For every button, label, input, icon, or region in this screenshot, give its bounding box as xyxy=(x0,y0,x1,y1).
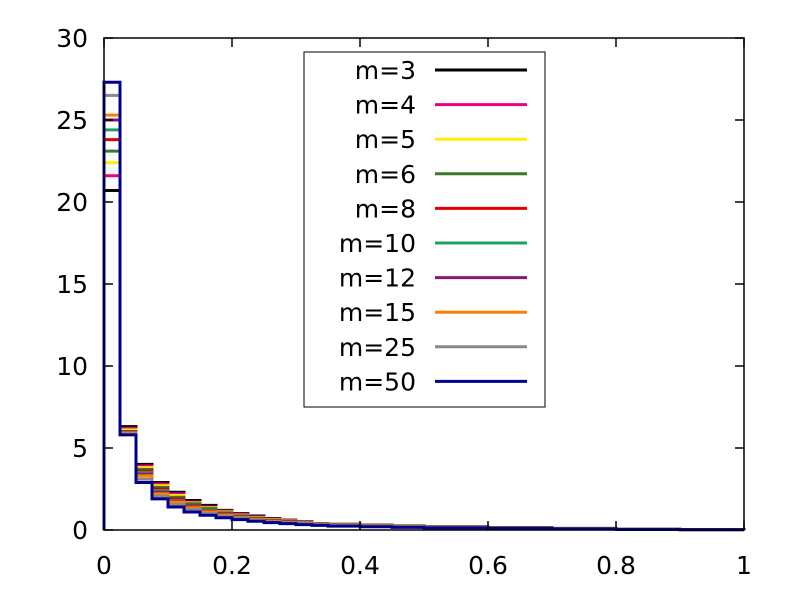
legend-label: m=25 xyxy=(339,333,416,362)
legend-label: m=4 xyxy=(355,91,416,120)
legend-label: m=12 xyxy=(339,264,416,293)
legend-label: m=50 xyxy=(339,367,416,396)
legend-item: m=3 xyxy=(355,56,527,85)
legend-item: m=50 xyxy=(339,367,527,396)
x-tick-label: 1 xyxy=(736,551,752,580)
y-tick-label: 15 xyxy=(56,270,88,299)
legend-item: m=10 xyxy=(339,229,527,258)
legend-label: m=8 xyxy=(355,194,416,223)
legend-item: m=6 xyxy=(355,160,527,189)
y-tick-label: 5 xyxy=(72,434,88,463)
x-tick-label: 0.2 xyxy=(212,551,252,580)
legend-item: m=25 xyxy=(339,333,527,362)
y-tick-label: 30 xyxy=(56,24,88,53)
x-tick-label: 0.8 xyxy=(596,551,636,580)
x-tick-label: 0.6 xyxy=(468,551,508,580)
y-tick-label: 20 xyxy=(56,188,88,217)
legend-label: m=5 xyxy=(355,125,416,154)
legend-label: m=3 xyxy=(355,56,416,85)
legend-label: m=10 xyxy=(339,229,416,258)
y-tick-label: 10 xyxy=(56,352,88,381)
legend: m=3 m=4 m=5 m=6 m=8 m=10 m=12 m=15 m=25 m=50 xyxy=(303,51,546,408)
legend-item: m=12 xyxy=(339,264,527,293)
legend-item: m=5 xyxy=(355,125,527,154)
legend-item: m=8 xyxy=(355,194,527,223)
x-tick-label: 0 xyxy=(96,551,112,580)
x-tick-label: 0.4 xyxy=(340,551,380,580)
y-tick-label: 0 xyxy=(72,516,88,545)
series-layer xyxy=(102,80,746,532)
series-line-m-50 xyxy=(102,80,746,532)
legend-label: m=15 xyxy=(339,298,416,327)
legend-label: m=6 xyxy=(355,160,416,189)
y-tick-label: 25 xyxy=(56,106,88,135)
legend-item: m=4 xyxy=(355,91,527,120)
legend-item: m=15 xyxy=(339,298,527,327)
